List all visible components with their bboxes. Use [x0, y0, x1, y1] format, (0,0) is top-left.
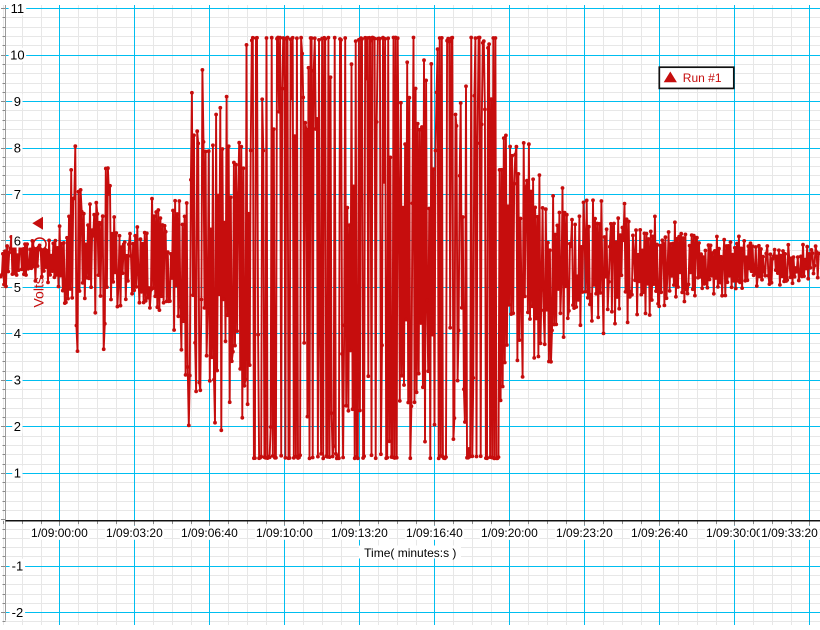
- svg-text:7: 7: [14, 187, 21, 202]
- svg-text:9: 9: [14, 94, 21, 109]
- svg-text:6: 6: [14, 233, 21, 248]
- svg-text:1/09:30:00: 1/09:30:00: [706, 526, 763, 540]
- svg-text:Run #1: Run #1: [683, 71, 722, 85]
- svg-text:8: 8: [14, 140, 21, 155]
- svg-text:3: 3: [14, 373, 21, 388]
- svg-text:2: 2: [14, 419, 21, 434]
- svg-text:Time( minutes:s ): Time( minutes:s ): [364, 546, 456, 560]
- svg-text:1/09:33:20: 1/09:33:20: [761, 526, 818, 540]
- svg-text:1/09:23:20: 1/09:23:20: [556, 526, 613, 540]
- svg-text:1/09:26:40: 1/09:26:40: [631, 526, 688, 540]
- svg-text:1/09:03:20: 1/09:03:20: [106, 526, 163, 540]
- svg-text:Volts: Volts: [30, 277, 46, 307]
- svg-text:10: 10: [10, 48, 24, 63]
- svg-text:-1: -1: [12, 559, 24, 574]
- svg-text:1/09:20:00: 1/09:20:00: [481, 526, 538, 540]
- svg-text:1/09:10:00: 1/09:10:00: [256, 526, 313, 540]
- svg-text:-2: -2: [12, 605, 24, 620]
- svg-text:1/09:16:40: 1/09:16:40: [406, 526, 463, 540]
- svg-text:1: 1: [14, 466, 21, 481]
- svg-text:1/09:00:00: 1/09:00:00: [31, 526, 88, 540]
- svg-text:4: 4: [14, 326, 21, 341]
- svg-text:5: 5: [14, 280, 21, 295]
- svg-text:11: 11: [11, 1, 25, 16]
- svg-text:1/09:13:20: 1/09:13:20: [331, 526, 388, 540]
- svg-text:1/09:06:40: 1/09:06:40: [181, 526, 238, 540]
